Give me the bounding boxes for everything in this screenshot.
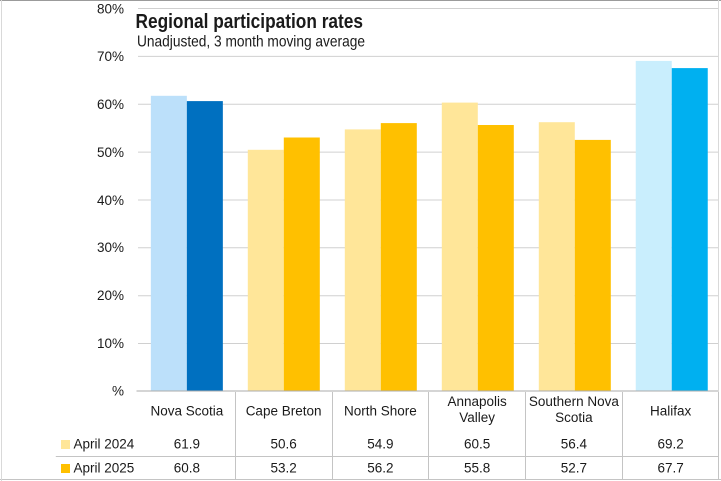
svg-text:55.8: 55.8 xyxy=(464,460,490,475)
svg-text:Southern Nova: Southern Nova xyxy=(529,394,620,409)
svg-text:50.6: 50.6 xyxy=(270,436,296,451)
svg-text:Unadjusted, 3 month moving ave: Unadjusted, 3 month moving average xyxy=(137,34,365,51)
svg-text:70%: 70% xyxy=(97,49,124,64)
svg-text:30%: 30% xyxy=(97,240,124,255)
svg-text:61.9: 61.9 xyxy=(174,436,200,451)
svg-text:52.7: 52.7 xyxy=(561,460,587,475)
svg-text:80%: 80% xyxy=(97,1,124,16)
svg-text:Halifax: Halifax xyxy=(650,403,692,418)
svg-text:Annapolis: Annapolis xyxy=(447,394,507,409)
svg-text:Regional participation rates: Regional participation rates xyxy=(136,11,364,33)
svg-text:Nova Scotia: Nova Scotia xyxy=(151,403,224,418)
svg-text:50%: 50% xyxy=(97,145,124,160)
svg-text:North Shore: North Shore xyxy=(344,403,417,418)
svg-text:20%: 20% xyxy=(97,288,124,303)
svg-text:%: % xyxy=(112,384,124,399)
svg-text:54.9: 54.9 xyxy=(367,436,393,451)
svg-text:Cape Breton: Cape Breton xyxy=(246,403,322,418)
svg-text:Scotia: Scotia xyxy=(555,410,593,425)
svg-text:10%: 10% xyxy=(97,336,124,351)
svg-text:Valley: Valley xyxy=(459,410,495,425)
svg-text:56.2: 56.2 xyxy=(367,460,393,475)
svg-text:40%: 40% xyxy=(97,193,124,208)
svg-text:60.5: 60.5 xyxy=(464,436,490,451)
svg-text:60.8: 60.8 xyxy=(174,460,200,475)
svg-text:56.4: 56.4 xyxy=(561,436,588,451)
svg-text:53.2: 53.2 xyxy=(270,460,296,475)
svg-text:69.2: 69.2 xyxy=(657,436,683,451)
svg-text:April 2025: April 2025 xyxy=(74,460,135,475)
svg-text:67.7: 67.7 xyxy=(657,460,683,475)
svg-text:60%: 60% xyxy=(97,97,124,112)
svg-text:April 2024: April 2024 xyxy=(74,436,135,451)
